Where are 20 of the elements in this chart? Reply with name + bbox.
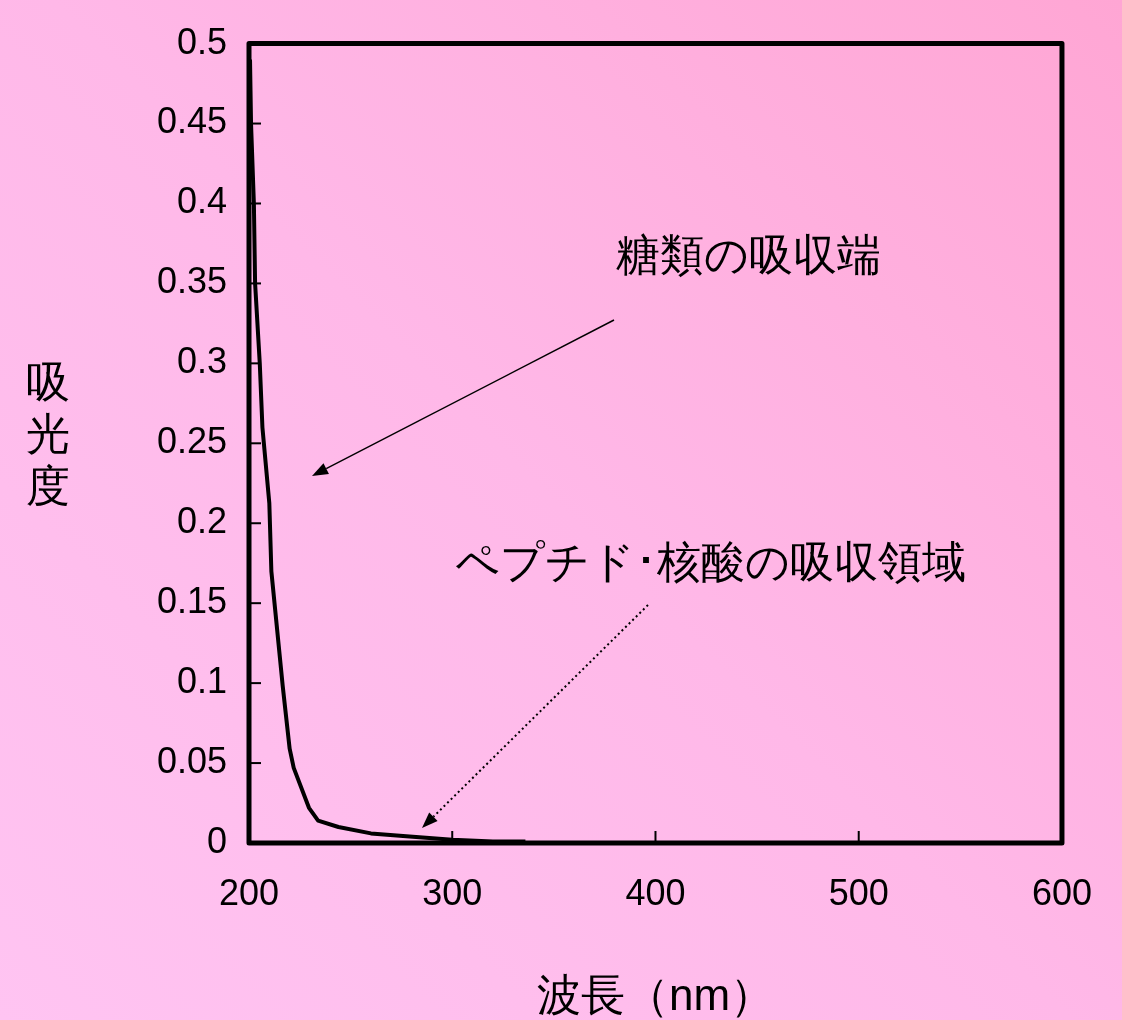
x-tick-label: 400 [625, 871, 686, 913]
y-tick-label: 0.25 [156, 420, 227, 462]
annotation: ペプチド･核酸の吸収領域 [454, 537, 966, 587]
annotation: 糖類の吸収端 [615, 230, 881, 280]
y-tick-label: 0.4 [176, 180, 227, 222]
x-axis-title: 波長（nm） [536, 970, 775, 1019]
y-tick-label: 0.5 [176, 20, 227, 62]
x-tick-label: 300 [422, 871, 483, 913]
y-tick-label: 0.35 [156, 260, 227, 302]
y-axis-title: 吸光度 [26, 357, 70, 511]
x-tick-label: 600 [1031, 871, 1093, 913]
y-tick-label: 0.1 [176, 660, 227, 702]
y-tick-label: 0 [206, 819, 227, 861]
x-tick-label: 200 [218, 871, 280, 913]
y-tick-label: 0.15 [156, 580, 227, 622]
y-tick-label: 0.05 [156, 739, 227, 781]
y-tick-label: 0.45 [156, 100, 227, 142]
x-tick-label: 500 [828, 871, 889, 913]
y-tick-label: 0.3 [176, 340, 227, 382]
y-tick-label: 0.2 [176, 500, 227, 542]
